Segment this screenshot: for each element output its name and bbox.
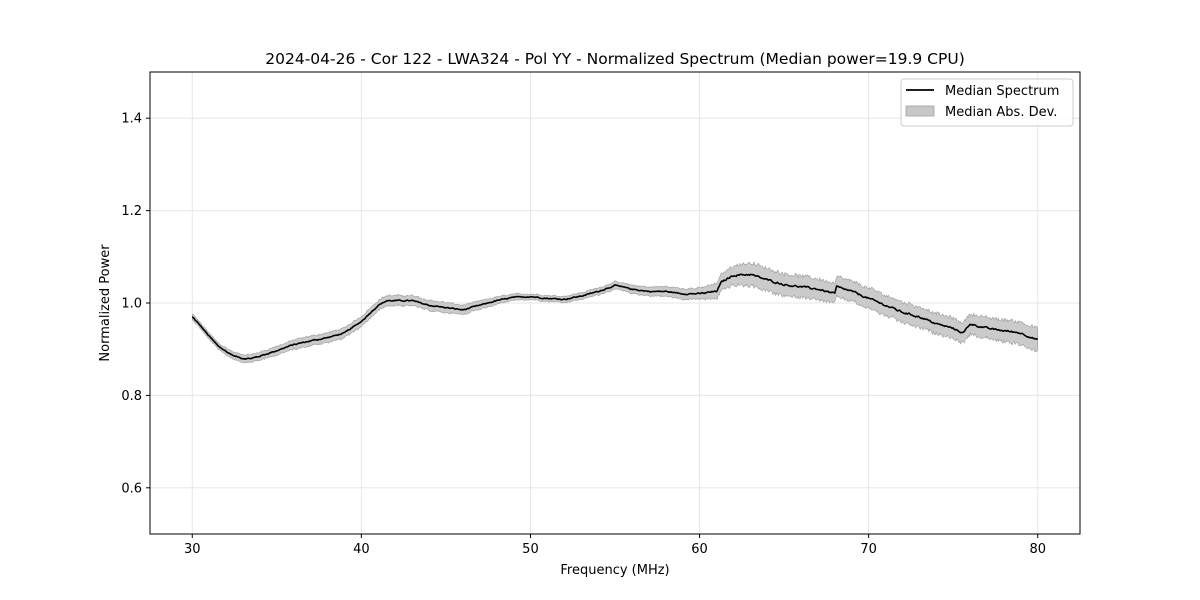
- legend: Median Spectrum Median Abs. Dev.: [900, 78, 1074, 127]
- median-line-layer: [191, 273, 1039, 360]
- legend-patch-swatch: [905, 105, 935, 117]
- legend-label-median-spectrum: Median Spectrum: [945, 84, 1059, 99]
- y-tick-label: 0.6: [121, 481, 142, 496]
- legend-box: [900, 78, 1074, 127]
- x-tick-label: 60: [691, 542, 708, 557]
- x-tick-label: 40: [353, 542, 370, 557]
- legend-label-median-abs-dev: Median Abs. Dev.: [945, 105, 1057, 120]
- y-axis-label: Normalized Power: [98, 244, 113, 362]
- x-tick-label: 50: [522, 542, 539, 557]
- y-tick-label: 1.0: [121, 297, 142, 312]
- y-tick-label: 1.2: [121, 204, 142, 219]
- x-axis-ticks: 30 40 50 60 70 80: [184, 534, 1046, 557]
- y-tick-label: 1.4: [121, 112, 142, 127]
- x-tick-label: 70: [860, 542, 877, 557]
- x-tick-label: 30: [184, 542, 201, 557]
- y-axis-ticks: 0.6 0.8 1.0 1.2 1.4: [121, 112, 150, 496]
- chart-title: 2024-04-26 - Cor 122 - LWA324 - Pol YY -…: [265, 50, 965, 68]
- x-tick-label: 80: [1029, 542, 1046, 557]
- deviation-band-layer: [192, 260, 1038, 364]
- x-axis-label: Frequency (MHz): [560, 563, 669, 578]
- median-abs-dev-band: [192, 260, 1038, 364]
- y-tick-label: 0.8: [121, 389, 142, 404]
- median-spectrum-line: [191, 273, 1039, 360]
